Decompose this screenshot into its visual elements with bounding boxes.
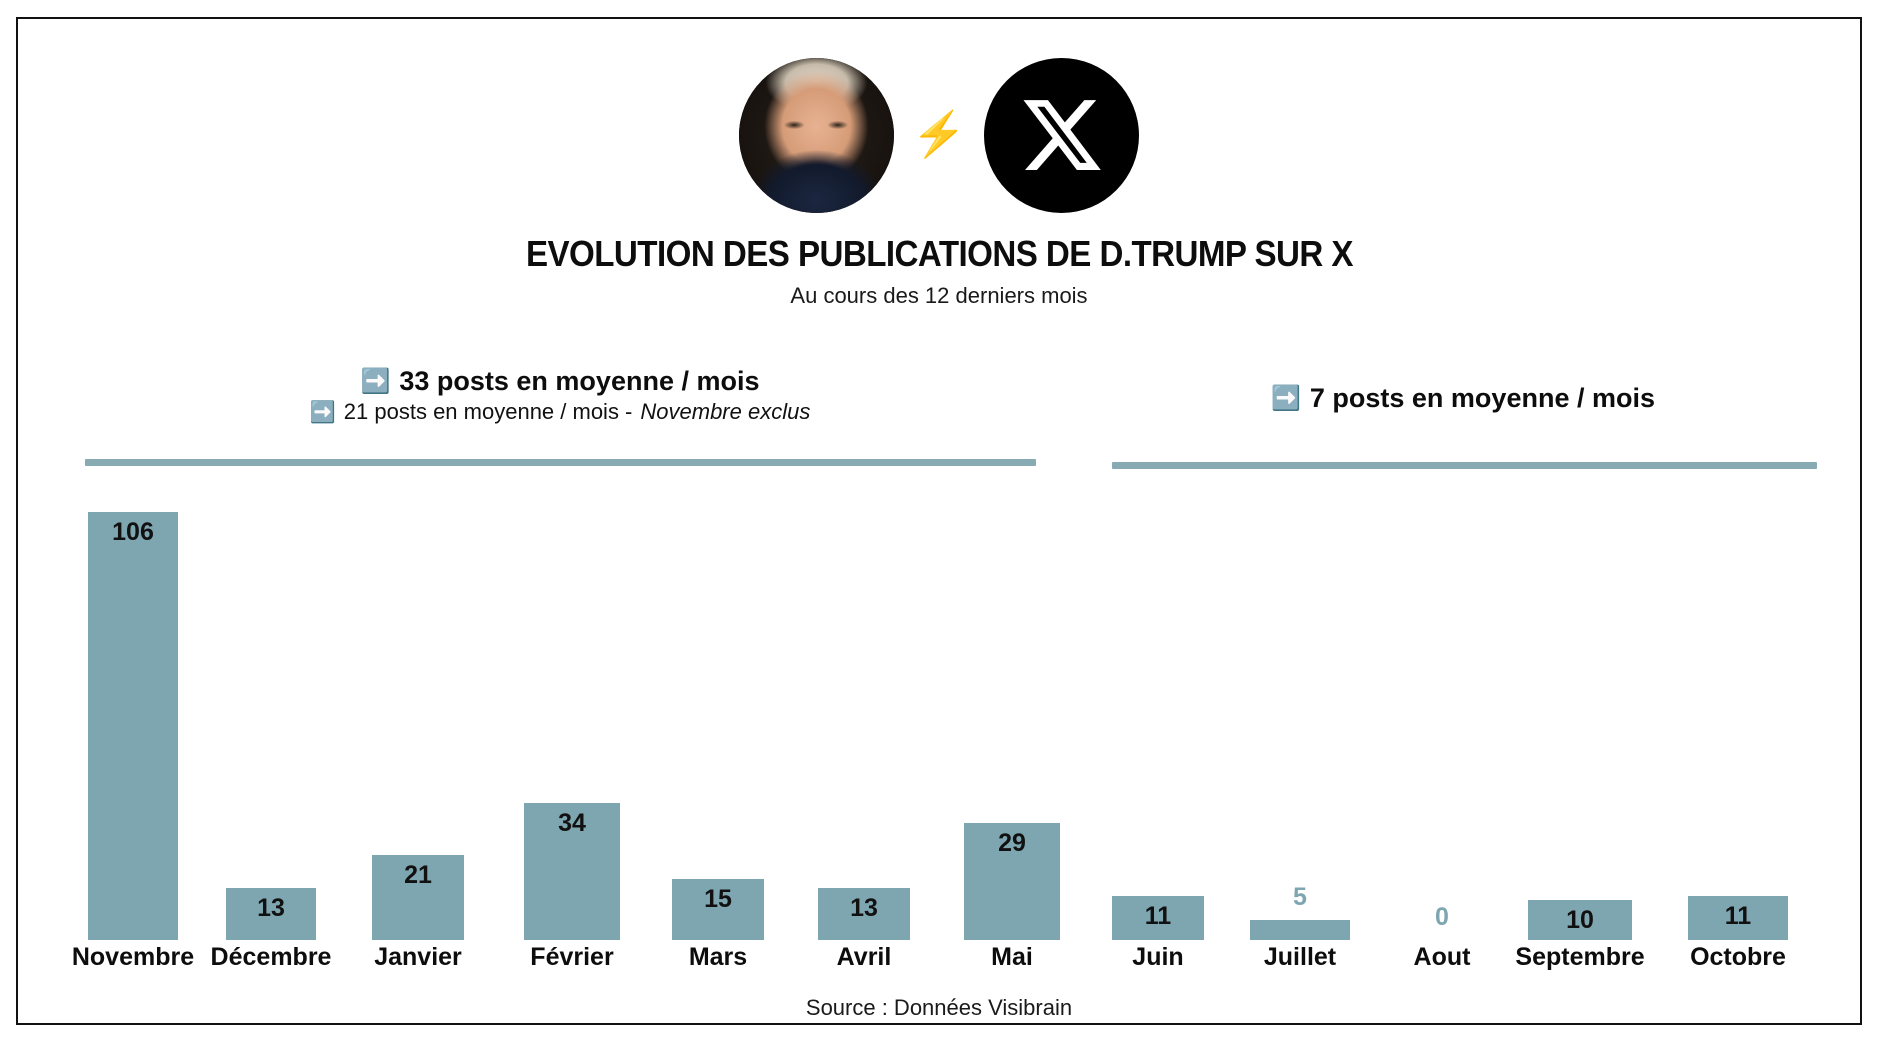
average-right-main-text: 7 posts en moyenne / mois: [1309, 383, 1655, 413]
bar-value-label: 34: [558, 809, 586, 837]
average-annotation-right: ➡️ 7 posts en moyenne / mois: [1110, 383, 1816, 414]
x-axis-month-label: Février: [530, 943, 614, 971]
page-subtitle: Au cours des 12 derniers mois: [790, 283, 1088, 308]
bar: [1528, 900, 1632, 940]
bar: [88, 512, 178, 940]
x-logo-glyph: [1023, 100, 1101, 170]
logo-row: ⚡: [738, 55, 1140, 215]
portrait-image: [738, 57, 894, 213]
bar: [964, 823, 1060, 940]
bar-column: 13: [818, 470, 910, 940]
average-left-main-text: 33 posts en moyenne / mois: [399, 366, 760, 396]
bar-value-label: 11: [1144, 902, 1172, 930]
lightning-bolt-icon: ⚡: [911, 110, 967, 159]
right-arrow-icon: ➡️: [360, 367, 391, 395]
divider-rule-right: [1112, 462, 1817, 469]
x-axis-month-label: Avril: [836, 943, 892, 971]
donald-trump-avatar: [738, 57, 894, 213]
bar-column: 34: [524, 470, 620, 940]
x-axis-month-label: Mai: [991, 943, 1033, 971]
x-axis-month-label: Octobre: [1690, 943, 1786, 971]
x-axis-month-label: Mars: [688, 943, 748, 971]
average-left-sub-emphasis: Novembre exclus: [640, 399, 811, 424]
average-left-sub-text: 21 posts en moyenne / mois -: [343, 399, 633, 424]
source-caption: Source : Données Visibrain: [805, 995, 1073, 1020]
x-axis-month-label: Aout: [1413, 943, 1471, 971]
bar: [372, 855, 464, 940]
bar-chart-plot: 106 Novembre 13 Décembre 21 Janvier 34 Février 1…: [0, 470, 1878, 970]
bar-value-label: 15: [704, 885, 732, 913]
average-left-sub-line: ➡️ 21 posts en moyenne / mois - Novembre…: [85, 399, 1035, 425]
bar-value-label: 10: [1566, 906, 1594, 934]
x-axis-month-label: Septembre: [1515, 943, 1645, 971]
bar-value-label: 106: [112, 518, 154, 546]
bar: [524, 803, 620, 940]
average-left-main-line: ➡️ 33 posts en moyenne / mois: [85, 366, 1035, 397]
bar: [818, 888, 910, 940]
bar-column: 13: [226, 470, 316, 940]
bar-column: 0: [1396, 470, 1488, 940]
x-axis-month-label: Novembre: [71, 943, 195, 971]
bar-value-label: 5: [1293, 883, 1307, 911]
divider-rule-left: [85, 459, 1036, 466]
x-axis-month-label: Juin: [1132, 943, 1184, 971]
bar-value-label: 29: [998, 829, 1026, 857]
bar-column: 11: [1688, 470, 1788, 940]
bar-column: 11: [1112, 470, 1204, 940]
bar-column: 15: [672, 470, 764, 940]
right-arrow-icon: ➡️: [309, 400, 336, 424]
right-arrow-icon: ➡️: [1271, 384, 1301, 412]
bar-value-label: 11: [1724, 902, 1752, 930]
bar-column: 106: [88, 470, 178, 940]
x-logo-icon: [984, 57, 1140, 213]
bar: [1688, 896, 1788, 940]
bar-value-label: 13: [257, 894, 285, 922]
bar: [1112, 896, 1204, 940]
page-title: EVOLUTION DES PUBLICATIONS DE D.TRUMP SU…: [525, 233, 1353, 274]
average-annotation-left: ➡️ 33 posts en moyenne / mois ➡️ 21 post…: [85, 366, 1035, 425]
bar-column: 21: [372, 470, 464, 940]
average-right-main-line: ➡️ 7 posts en moyenne / mois: [1110, 383, 1816, 414]
bar-value-label: 21: [404, 861, 432, 889]
bar-value-label: 0: [1435, 903, 1449, 931]
bar-column: 5: [1250, 470, 1350, 940]
bar-value-label: 13: [850, 894, 878, 922]
header: ⚡ EVOLUTION DES PUBLICATIONS DE D.TRUMP …: [0, 55, 1878, 309]
x-axis-month-label: Juillet: [1263, 943, 1337, 971]
bar: [672, 879, 764, 940]
bar-column: 10: [1528, 470, 1632, 940]
x-axis-month-label: Janvier: [374, 943, 462, 971]
bar: [1250, 920, 1350, 940]
bar: [226, 888, 316, 940]
bar-column: 29: [964, 470, 1060, 940]
x-axis-month-label: Décembre: [210, 943, 332, 971]
